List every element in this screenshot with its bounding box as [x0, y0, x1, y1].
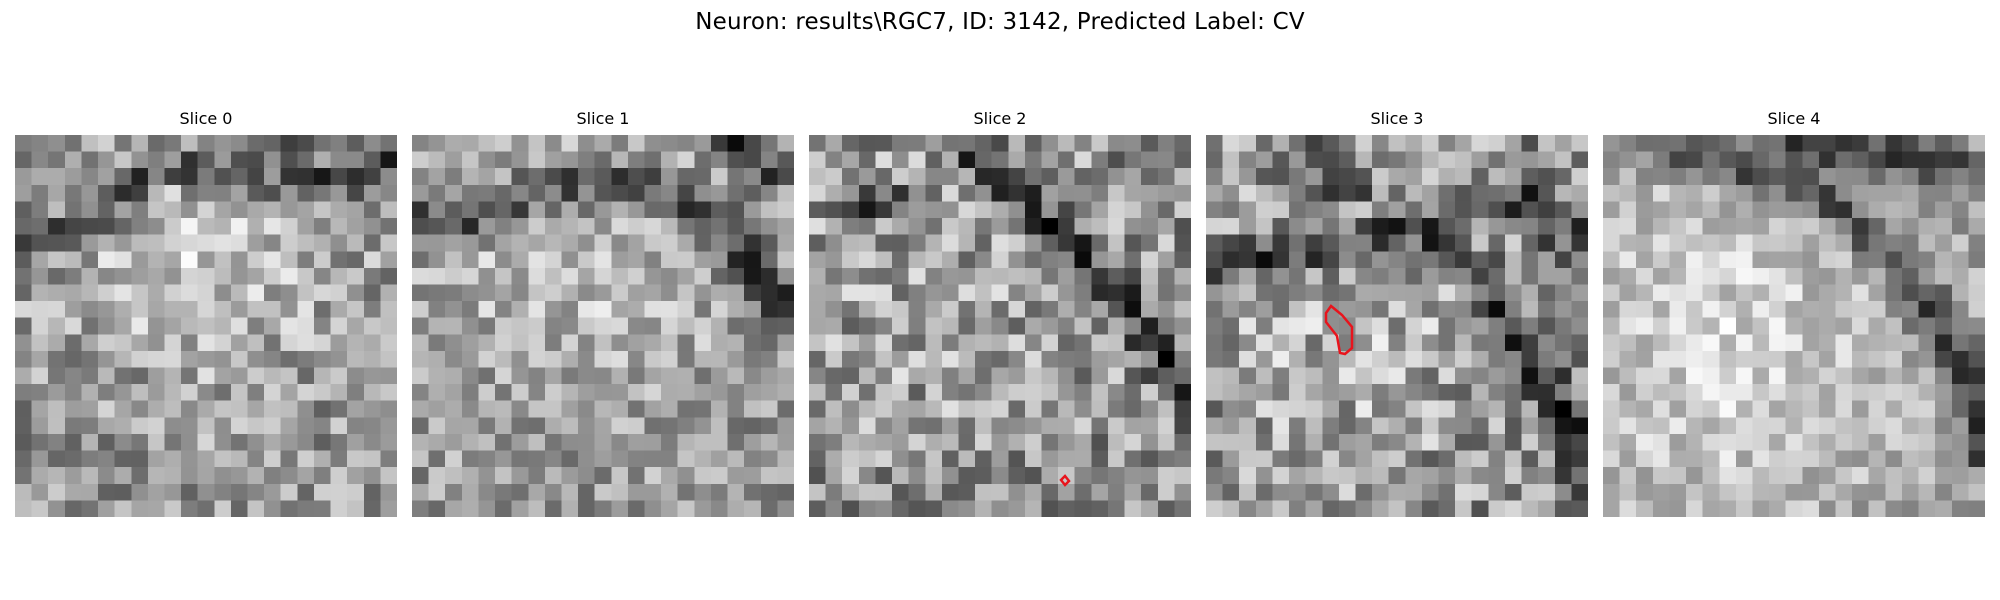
slice-title-4: Slice 4: [1767, 109, 1821, 128]
red-contour-polygon: [1324, 304, 1354, 356]
slice-canvas-0: [15, 135, 397, 517]
slice-title-1: Slice 1: [576, 109, 630, 128]
slice-panel-4: Slice 4: [1603, 109, 1985, 517]
contour-overlay-3: [1324, 304, 1354, 356]
slice-image-0: [15, 135, 397, 517]
slice-title-0: Slice 0: [179, 109, 233, 128]
slice-panel-2: Slice 2: [809, 109, 1191, 517]
slice-title-3: Slice 3: [1370, 109, 1424, 128]
slice-panel-3: Slice 3: [1206, 109, 1588, 517]
slice-panel-0: Slice 0: [15, 109, 397, 517]
slice-canvas-2: [809, 135, 1191, 517]
slice-canvas-4: [1603, 135, 1985, 517]
slice-image-2: [809, 135, 1191, 517]
slice-image-3: [1206, 135, 1588, 517]
slice-canvas-3: [1206, 135, 1588, 517]
slice-panel-1: Slice 1: [412, 109, 794, 517]
figure-suptitle: Neuron: results\RGC7, ID: 3142, Predicte…: [695, 9, 1305, 35]
slice-image-1: [412, 135, 794, 517]
contour-overlay-2: [1059, 474, 1071, 487]
slice-image-4: [1603, 135, 1985, 517]
red-contour-marker: [1059, 474, 1071, 487]
slice-title-2: Slice 2: [973, 109, 1027, 128]
slice-canvas-1: [412, 135, 794, 517]
